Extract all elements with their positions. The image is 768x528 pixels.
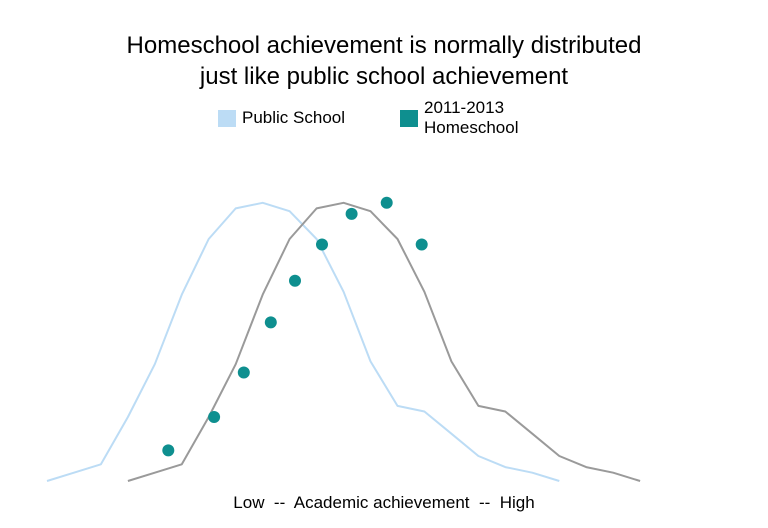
data-point-2011-2013-homeschool-4 bbox=[264, 316, 277, 329]
legend-label-public-school: Public School bbox=[242, 108, 346, 127]
legend-label-homeschool: 2011-2013 Homeschool bbox=[424, 98, 519, 137]
data-point-2011-2013-homeschool-8 bbox=[380, 196, 393, 209]
data-point-2011-2013-homeschool-2 bbox=[208, 411, 221, 423]
data-point-2011-2013-homeschool-1 bbox=[162, 444, 175, 457]
legend-swatch-public-school bbox=[218, 110, 236, 127]
chart-title-line-1: Homeschool achievement is normally distr… bbox=[126, 32, 642, 59]
x-axis-label: Low -- Academic achievement -- High bbox=[233, 493, 535, 512]
series-line-public-school bbox=[46, 201, 560, 482]
data-point-2011-2013-homeschool-3 bbox=[237, 366, 250, 379]
legend-swatch-homeschool bbox=[400, 110, 418, 127]
data-point-2011-2013-homeschool-7 bbox=[345, 207, 358, 220]
data-point-2011-2013-homeschool-9 bbox=[415, 238, 428, 251]
chart-title: Homeschool achievement is normally distr… bbox=[0, 30, 768, 92]
data-point-2011-2013-homeschool-5 bbox=[289, 274, 301, 287]
chart-legend: Public School 2011-2013 Homeschool bbox=[0, 98, 768, 144]
series-line-2011-2013-homeschool bbox=[127, 201, 641, 482]
data-point-2011-2013-homeschool-6 bbox=[316, 238, 328, 251]
chart-title-line-2: just like public school achievement bbox=[199, 63, 569, 90]
